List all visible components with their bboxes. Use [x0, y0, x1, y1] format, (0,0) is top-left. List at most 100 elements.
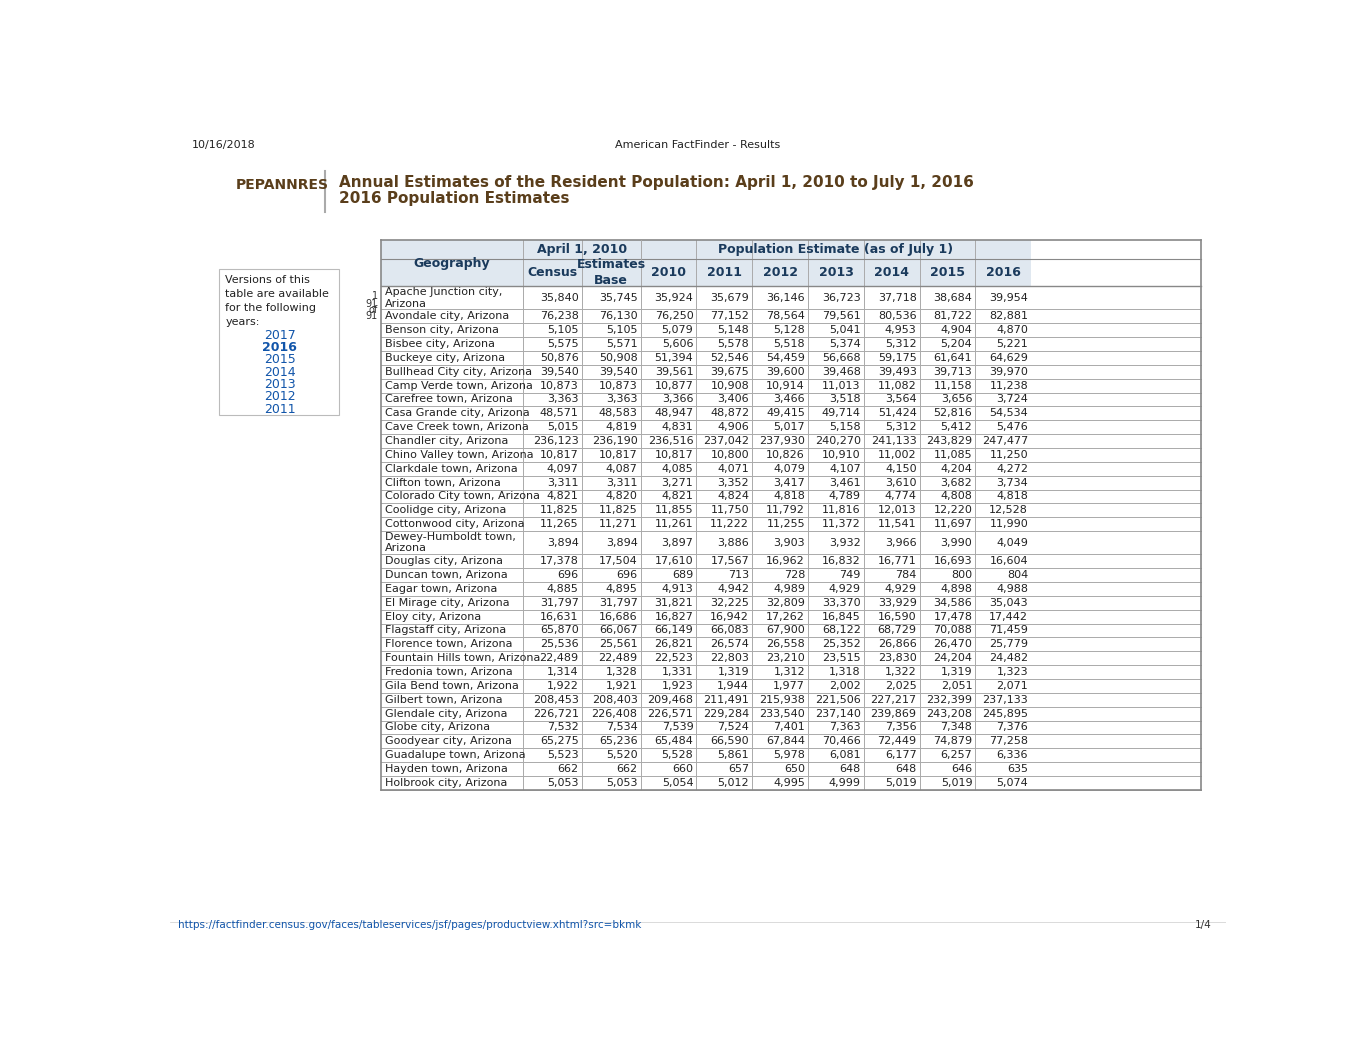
Text: 31,797: 31,797 [599, 598, 637, 607]
Text: 34,586: 34,586 [933, 598, 972, 607]
Text: 226,721: 226,721 [533, 708, 579, 719]
Text: 10,817: 10,817 [539, 450, 579, 460]
Text: 38,684: 38,684 [933, 293, 972, 303]
Bar [582, 259, 640, 286]
Text: 6,257: 6,257 [941, 750, 972, 760]
Text: 662: 662 [617, 764, 637, 775]
Bar [864, 259, 919, 286]
Text: 1,318: 1,318 [829, 667, 861, 677]
Text: 239,869: 239,869 [870, 708, 917, 719]
Text: 3,734: 3,734 [997, 477, 1028, 488]
Text: Glendale city, Arizona: Glendale city, Arizona [385, 708, 508, 719]
Text: 17,610: 17,610 [655, 556, 693, 566]
Text: 3,461: 3,461 [829, 477, 861, 488]
Text: 7,356: 7,356 [885, 722, 917, 733]
Text: 24,204: 24,204 [933, 653, 972, 663]
Text: 54,534: 54,534 [989, 409, 1028, 418]
Text: 68,122: 68,122 [821, 625, 861, 636]
Text: Duncan town, Arizona: Duncan town, Arizona [385, 570, 508, 580]
Text: 5,053: 5,053 [606, 778, 637, 788]
Text: 32,225: 32,225 [711, 598, 749, 607]
Text: 5,606: 5,606 [662, 339, 693, 349]
Text: 17,378: 17,378 [539, 556, 579, 566]
Text: 1,944: 1,944 [718, 681, 749, 691]
Text: 35,679: 35,679 [711, 293, 749, 303]
Text: 3,363: 3,363 [606, 394, 637, 405]
Text: 26,821: 26,821 [655, 639, 693, 650]
Text: 67,900: 67,900 [767, 625, 805, 636]
Text: 25,561: 25,561 [599, 639, 637, 650]
Text: Carefree town, Arizona: Carefree town, Arizona [385, 394, 513, 405]
Text: 39,493: 39,493 [877, 367, 917, 376]
Text: 39,540: 39,540 [599, 367, 637, 376]
Text: 10,826: 10,826 [767, 450, 805, 460]
Text: 11,238: 11,238 [989, 380, 1028, 391]
Text: 17,478: 17,478 [933, 612, 972, 621]
Text: 4,049: 4,049 [996, 538, 1028, 548]
Text: 3,932: 3,932 [829, 538, 861, 548]
Text: 4,953: 4,953 [885, 325, 917, 335]
Text: 5,158: 5,158 [829, 423, 861, 432]
Text: 227,217: 227,217 [870, 695, 917, 705]
Text: 7,348: 7,348 [941, 722, 972, 733]
Text: 48,947: 48,947 [654, 409, 693, 418]
Text: 3,363: 3,363 [548, 394, 579, 405]
Text: 61,641: 61,641 [934, 353, 972, 363]
Text: 76,130: 76,130 [599, 311, 637, 322]
Text: 5,012: 5,012 [718, 778, 749, 788]
Text: Buckeye city, Arizona: Buckeye city, Arizona [385, 353, 505, 363]
Text: Camp Verde town, Arizona: Camp Verde town, Arizona [385, 380, 533, 391]
Text: 662: 662 [557, 764, 579, 775]
Text: 64,629: 64,629 [989, 353, 1028, 363]
Text: 23,515: 23,515 [823, 653, 861, 663]
Text: 3,897: 3,897 [662, 538, 693, 548]
Text: 70,088: 70,088 [933, 625, 972, 636]
Text: 66,149: 66,149 [655, 625, 693, 636]
Text: 5,523: 5,523 [548, 750, 579, 760]
Text: 48,872: 48,872 [710, 409, 749, 418]
Text: 39,713: 39,713 [933, 367, 972, 376]
Text: Gila Bend town, Arizona: Gila Bend town, Arizona [385, 681, 519, 691]
Text: 65,275: 65,275 [539, 737, 579, 746]
Text: 3,417: 3,417 [774, 477, 805, 488]
Text: 4,988: 4,988 [996, 584, 1028, 594]
Text: 4,906: 4,906 [718, 423, 749, 432]
Text: 2016: 2016 [262, 341, 297, 354]
Text: 5,374: 5,374 [829, 339, 861, 349]
Text: 91: 91 [366, 298, 377, 309]
Text: 11,255: 11,255 [767, 519, 805, 530]
Text: 2013: 2013 [819, 266, 854, 279]
Text: 10,914: 10,914 [767, 380, 805, 391]
Text: 3,903: 3,903 [774, 538, 805, 548]
Text: 11,271: 11,271 [599, 519, 637, 530]
Text: 784: 784 [895, 570, 917, 580]
Text: Clarkdale town, Arizona: Clarkdale town, Arizona [385, 463, 518, 474]
Text: 646: 646 [951, 764, 972, 775]
Text: 5,128: 5,128 [774, 325, 805, 335]
Text: 11,002: 11,002 [878, 450, 917, 460]
Text: 17,567: 17,567 [711, 556, 749, 566]
Text: 5,074: 5,074 [997, 778, 1028, 788]
Text: 2,071: 2,071 [997, 681, 1028, 691]
Text: 5,312: 5,312 [885, 423, 917, 432]
Text: 5,221: 5,221 [997, 339, 1028, 349]
Text: Census: Census [527, 266, 577, 279]
Text: 7,363: 7,363 [829, 722, 861, 733]
Text: 11,990: 11,990 [989, 519, 1028, 530]
Text: 10,817: 10,817 [599, 450, 637, 460]
Text: 5,054: 5,054 [662, 778, 693, 788]
Text: 11,697: 11,697 [933, 519, 972, 530]
Text: 2012: 2012 [763, 266, 798, 279]
Text: 50,876: 50,876 [539, 353, 579, 363]
Bar [696, 259, 752, 286]
Text: 4,085: 4,085 [662, 463, 693, 474]
Text: 77,258: 77,258 [989, 737, 1028, 746]
Text: 635: 635 [1007, 764, 1028, 775]
Text: 16,604: 16,604 [990, 556, 1028, 566]
Text: 5,053: 5,053 [548, 778, 579, 788]
Text: 648: 648 [895, 764, 917, 775]
Text: 11,158: 11,158 [934, 380, 972, 391]
Text: 39,970: 39,970 [989, 367, 1028, 376]
Text: 232,399: 232,399 [926, 695, 972, 705]
Text: 2012: 2012 [264, 390, 296, 404]
